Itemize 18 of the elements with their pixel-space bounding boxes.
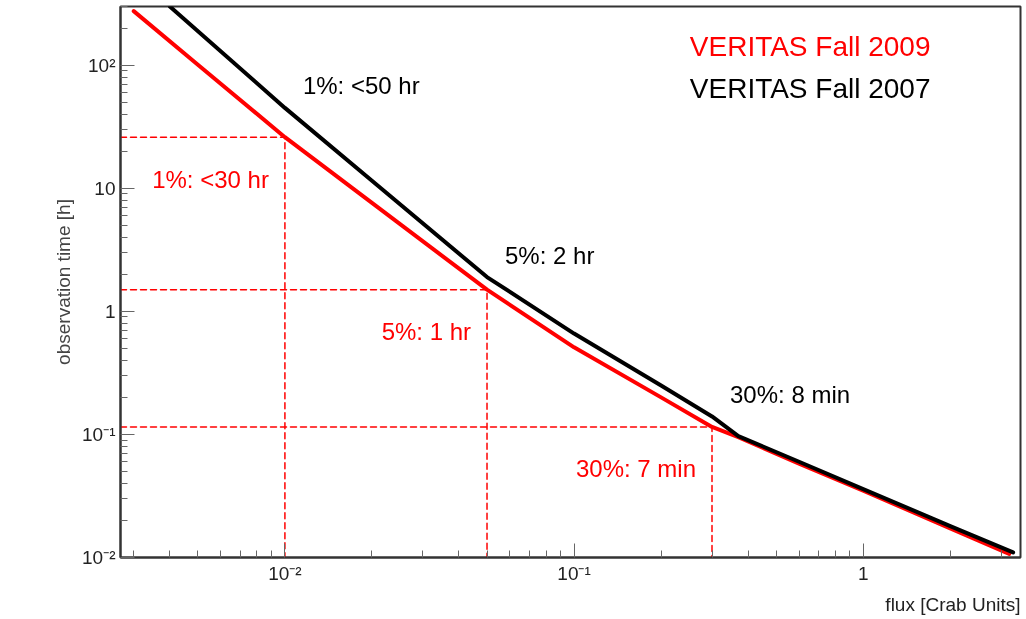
- annotation: 5%: 1 hr: [381, 318, 472, 346]
- x-axis-title: flux [Crab Units]: [885, 593, 1021, 615]
- x-tick-label: 1: [857, 562, 869, 584]
- x-tick-label: 10⁻¹: [557, 562, 591, 584]
- annotation: 1%: <50 hr: [302, 72, 420, 100]
- text: VERITAS Fall 2007: [689, 73, 931, 104]
- x-tick-label: 10⁻²: [268, 562, 302, 584]
- y-tick-label: 10²: [88, 54, 116, 76]
- annotation: 30%: 8 min: [730, 380, 851, 408]
- y-tick-label: 10⁻¹: [82, 423, 116, 445]
- y-tick-label: 10: [94, 177, 116, 199]
- y-axis-title: observation time [h]: [53, 199, 75, 365]
- annotation: 5%: 2 hr: [505, 241, 595, 269]
- annotation: 1%: <30 hr: [152, 165, 269, 193]
- y-tick-label: 1: [104, 300, 116, 322]
- text: VERITAS Fall 2009: [689, 31, 931, 62]
- annotation: 30%: 7 min: [575, 455, 697, 483]
- y-tick-label: 10⁻²: [82, 547, 116, 568]
